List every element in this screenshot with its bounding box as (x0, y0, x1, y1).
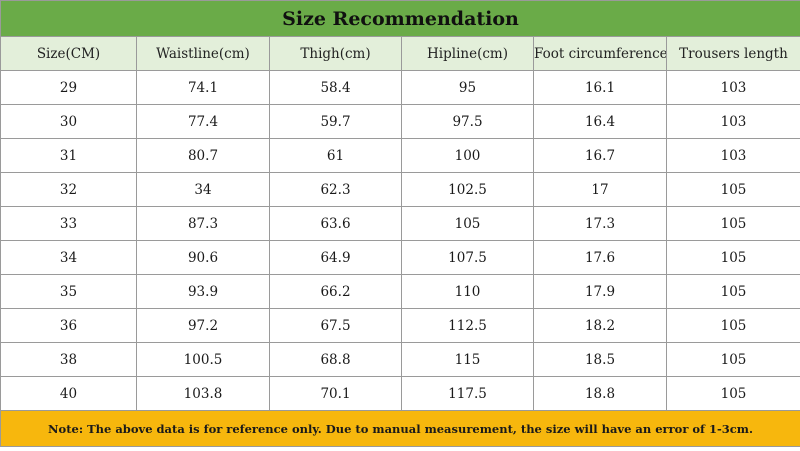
hipline-cell: 117.5 (401, 376, 534, 411)
foot-circumference-cell: 17 (533, 172, 667, 207)
thigh-cell: 63.6 (269, 206, 402, 241)
title-row: Size Recommendation (0, 0, 800, 37)
waistline-cell: 34 (136, 172, 270, 207)
size-cell: 35 (0, 274, 137, 309)
table-title: Size Recommendation (0, 0, 800, 37)
hipline-cell: 95 (401, 70, 534, 105)
hipline-cell: 112.5 (401, 308, 534, 343)
foot-circumference-cell: 17.6 (533, 240, 667, 275)
hipline-cell: 107.5 (401, 240, 534, 275)
foot-circumference-cell: 16.1 (533, 70, 667, 105)
table-row: 33 87.3 63.6 105 17.3 105 (0, 206, 800, 241)
foot-circumference-cell: 18.5 (533, 342, 667, 377)
size-cell: 31 (0, 138, 137, 173)
table-row: 29 74.1 58.4 95 16.1 103 (0, 70, 800, 105)
thigh-cell: 59.7 (269, 104, 402, 139)
column-header-hipline: Hipline(cm) (401, 36, 534, 71)
trousers-length-cell: 105 (666, 172, 800, 207)
waistline-cell: 80.7 (136, 138, 270, 173)
size-cell: 33 (0, 206, 137, 241)
size-cell: 34 (0, 240, 137, 275)
waistline-cell: 97.2 (136, 308, 270, 343)
foot-circumference-cell: 17.9 (533, 274, 667, 309)
size-cell: 30 (0, 104, 137, 139)
hipline-cell: 100 (401, 138, 534, 173)
thigh-cell: 61 (269, 138, 402, 173)
table-row: 35 93.9 66.2 110 17.9 105 (0, 274, 800, 309)
header-row: Size(CM) Waistline(cm) Thigh(cm) Hipline… (0, 36, 800, 71)
waistline-cell: 93.9 (136, 274, 270, 309)
thigh-cell: 70.1 (269, 376, 402, 411)
waistline-cell: 77.4 (136, 104, 270, 139)
waistline-cell: 100.5 (136, 342, 270, 377)
table-row: 31 80.7 61 100 16.7 103 (0, 138, 800, 173)
table-row: 38 100.5 68.8 115 18.5 105 (0, 342, 800, 377)
thigh-cell: 58.4 (269, 70, 402, 105)
column-header-thigh: Thigh(cm) (269, 36, 402, 71)
table-row: 34 90.6 64.9 107.5 17.6 105 (0, 240, 800, 275)
thigh-cell: 62.3 (269, 172, 402, 207)
column-header-trousers-length: Trousers length (666, 36, 800, 71)
trousers-length-cell: 105 (666, 240, 800, 275)
size-cell: 38 (0, 342, 137, 377)
trousers-length-cell: 105 (666, 274, 800, 309)
trousers-length-cell: 103 (666, 138, 800, 173)
hipline-cell: 102.5 (401, 172, 534, 207)
measurement-note: Note: The above data is for reference on… (0, 410, 800, 447)
waistline-cell: 74.1 (136, 70, 270, 105)
size-cell: 29 (0, 70, 137, 105)
trousers-length-cell: 105 (666, 342, 800, 377)
thigh-cell: 67.5 (269, 308, 402, 343)
thigh-cell: 64.9 (269, 240, 402, 275)
foot-circumference-cell: 17.3 (533, 206, 667, 241)
thigh-cell: 66.2 (269, 274, 402, 309)
waistline-cell: 103.8 (136, 376, 270, 411)
table-row: 40 103.8 70.1 117.5 18.8 105 (0, 376, 800, 411)
trousers-length-cell: 105 (666, 376, 800, 411)
waistline-cell: 87.3 (136, 206, 270, 241)
size-cell: 36 (0, 308, 137, 343)
size-cell: 32 (0, 172, 137, 207)
table-row: 30 77.4 59.7 97.5 16.4 103 (0, 104, 800, 139)
column-header-waistline: Waistline(cm) (136, 36, 270, 71)
note-row: Note: The above data is for reference on… (0, 410, 800, 447)
size-cell: 40 (0, 376, 137, 411)
foot-circumference-cell: 16.4 (533, 104, 667, 139)
hipline-cell: 110 (401, 274, 534, 309)
foot-circumference-cell: 18.2 (533, 308, 667, 343)
column-header-foot-circumference: Foot circumference (533, 36, 667, 71)
table-row: 36 97.2 67.5 112.5 18.2 105 (0, 308, 800, 343)
thigh-cell: 68.8 (269, 342, 402, 377)
foot-circumference-cell: 16.7 (533, 138, 667, 173)
foot-circumference-cell: 18.8 (533, 376, 667, 411)
column-header-size: Size(CM) (0, 36, 137, 71)
hipline-cell: 115 (401, 342, 534, 377)
trousers-length-cell: 105 (666, 206, 800, 241)
table-row: 32 34 62.3 102.5 17 105 (0, 172, 800, 207)
waistline-cell: 90.6 (136, 240, 270, 275)
hipline-cell: 97.5 (401, 104, 534, 139)
trousers-length-cell: 103 (666, 104, 800, 139)
trousers-length-cell: 105 (666, 308, 800, 343)
hipline-cell: 105 (401, 206, 534, 241)
trousers-length-cell: 103 (666, 70, 800, 105)
